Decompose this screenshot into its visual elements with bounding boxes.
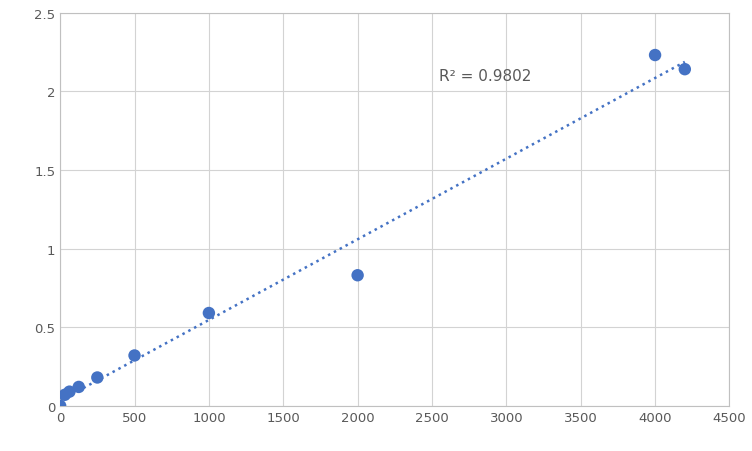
- Point: [73, 383, 85, 391]
- Point: [91, 374, 103, 381]
- Point: [63, 388, 75, 396]
- Text: R² = 0.9802: R² = 0.9802: [439, 69, 532, 84]
- Point: [203, 310, 215, 317]
- Point: [54, 402, 66, 410]
- Point: [352, 272, 364, 279]
- Point: [649, 52, 661, 60]
- Point: [679, 66, 691, 74]
- Point: [59, 391, 71, 399]
- Point: [129, 352, 141, 359]
